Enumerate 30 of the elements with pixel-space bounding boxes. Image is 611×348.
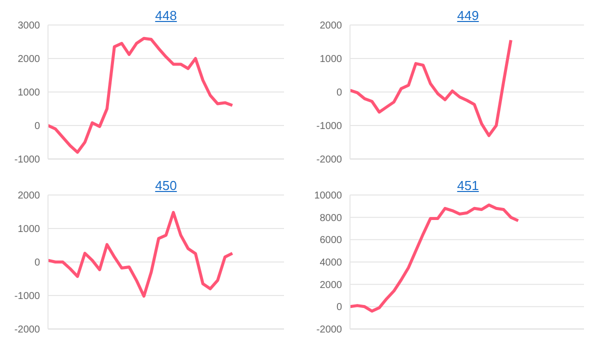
y-tick-label: -2000 <box>14 324 40 336</box>
y-tick-label: -1000 <box>316 121 342 132</box>
y-tick-label: 0 <box>336 88 342 99</box>
y-tick-label: 2000 <box>320 20 342 32</box>
y-tick-label: -2000 <box>316 324 342 336</box>
y-tick-label: 0 <box>336 302 342 314</box>
y-tick-label: 8000 <box>320 212 342 224</box>
y-tick-label: 6000 <box>320 235 342 246</box>
line-series <box>348 38 512 138</box>
y-tick-label: 1000 <box>320 54 342 66</box>
chart-title: 449 <box>456 8 480 23</box>
y-tick-label: 0 <box>34 121 40 132</box>
y-tick-label: -1000 <box>14 291 40 302</box>
y-tick-label: 2000 <box>18 190 40 202</box>
line-series <box>348 204 520 313</box>
line-series <box>46 210 234 298</box>
y-tick-label: 4000 <box>320 258 342 269</box>
y-tick-label: 3000 <box>18 20 40 32</box>
y-tick-label: 2000 <box>18 54 40 66</box>
chart-title: 451 <box>456 178 480 193</box>
y-tick-label: 2000 <box>320 280 342 291</box>
line-series <box>46 36 234 154</box>
y-tick-label: 0 <box>34 258 40 269</box>
y-tick-label: -2000 <box>316 154 342 166</box>
y-tick-label: 1000 <box>18 224 40 236</box>
chart-title: 448 <box>154 8 178 23</box>
chart-title: 450 <box>154 178 178 193</box>
y-tick-label: 10000 <box>314 190 342 202</box>
y-tick-label: -1000 <box>14 154 40 166</box>
y-tick-label: 1000 <box>18 88 40 99</box>
